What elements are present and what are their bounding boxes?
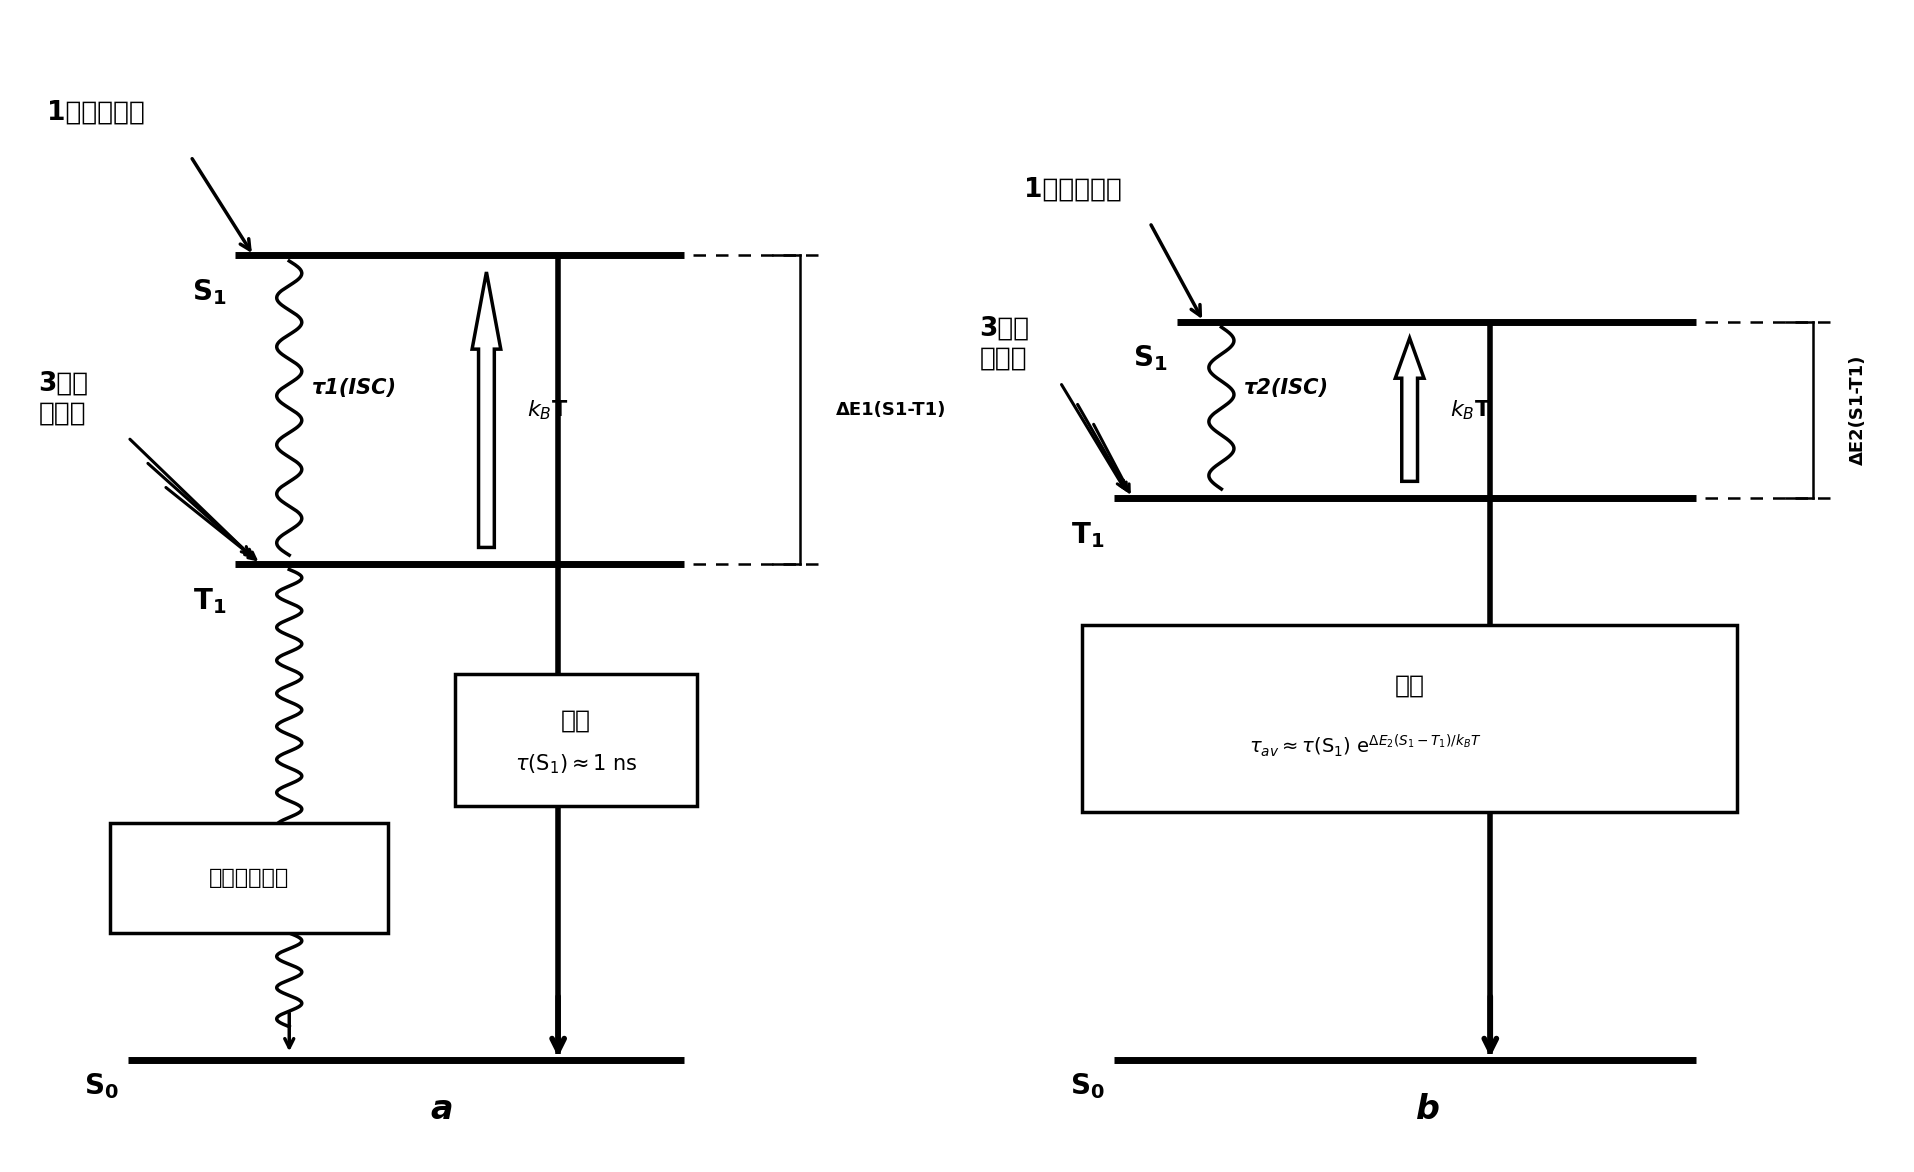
Text: 无辐射去激活: 无辐射去激活 [209, 868, 289, 888]
Text: $\mathbf{S_0}$: $\mathbf{S_0}$ [1070, 1071, 1104, 1101]
Text: 3三重
态路径: 3三重 态路径 [980, 315, 1030, 372]
Text: $\tau_{av}$$\approx$$\tau$(S$_1$) e$^{\Delta E_2(S_1-T_1)/k_BT}$: $\tau_{av}$$\approx$$\tau$(S$_1$) e$^{\D… [1248, 732, 1481, 759]
FancyBboxPatch shape [1083, 625, 1736, 812]
Text: ΔE1(S1-T1): ΔE1(S1-T1) [836, 401, 946, 418]
Text: τ2(ISC): τ2(ISC) [1244, 377, 1328, 397]
Text: 药光: 药光 [1395, 673, 1424, 697]
Text: 药光: 药光 [561, 708, 591, 732]
Text: ΔE2(S1-T1): ΔE2(S1-T1) [1849, 355, 1866, 465]
Text: $\mathbf{S_0}$: $\mathbf{S_0}$ [84, 1071, 119, 1101]
Text: $\mathbf{T_1}$: $\mathbf{T_1}$ [1072, 520, 1104, 550]
Text: $\mathbf{S_1}$: $\mathbf{S_1}$ [1133, 343, 1168, 374]
Text: $k_B$T: $k_B$T [526, 398, 568, 422]
Text: b: b [1416, 1092, 1439, 1126]
Text: a: a [431, 1092, 454, 1126]
FancyBboxPatch shape [109, 823, 389, 933]
FancyBboxPatch shape [456, 674, 697, 806]
Text: $\mathbf{S_1}$: $\mathbf{S_1}$ [191, 278, 226, 307]
Text: 1单重态路径: 1单重态路径 [48, 100, 145, 125]
Text: $\mathbf{T_1}$: $\mathbf{T_1}$ [193, 586, 226, 615]
Text: 3三重
态路径: 3三重 态路径 [38, 370, 88, 427]
Text: $\tau$(S$_1$)$\approx$1 ns: $\tau$(S$_1$)$\approx$1 ns [515, 752, 637, 776]
Polygon shape [473, 272, 501, 547]
Text: $k_B$T: $k_B$T [1451, 398, 1491, 422]
Polygon shape [1395, 339, 1424, 482]
Text: 1单重态路径: 1单重态路径 [1024, 177, 1122, 203]
Text: τ1(ISC): τ1(ISC) [312, 377, 396, 397]
